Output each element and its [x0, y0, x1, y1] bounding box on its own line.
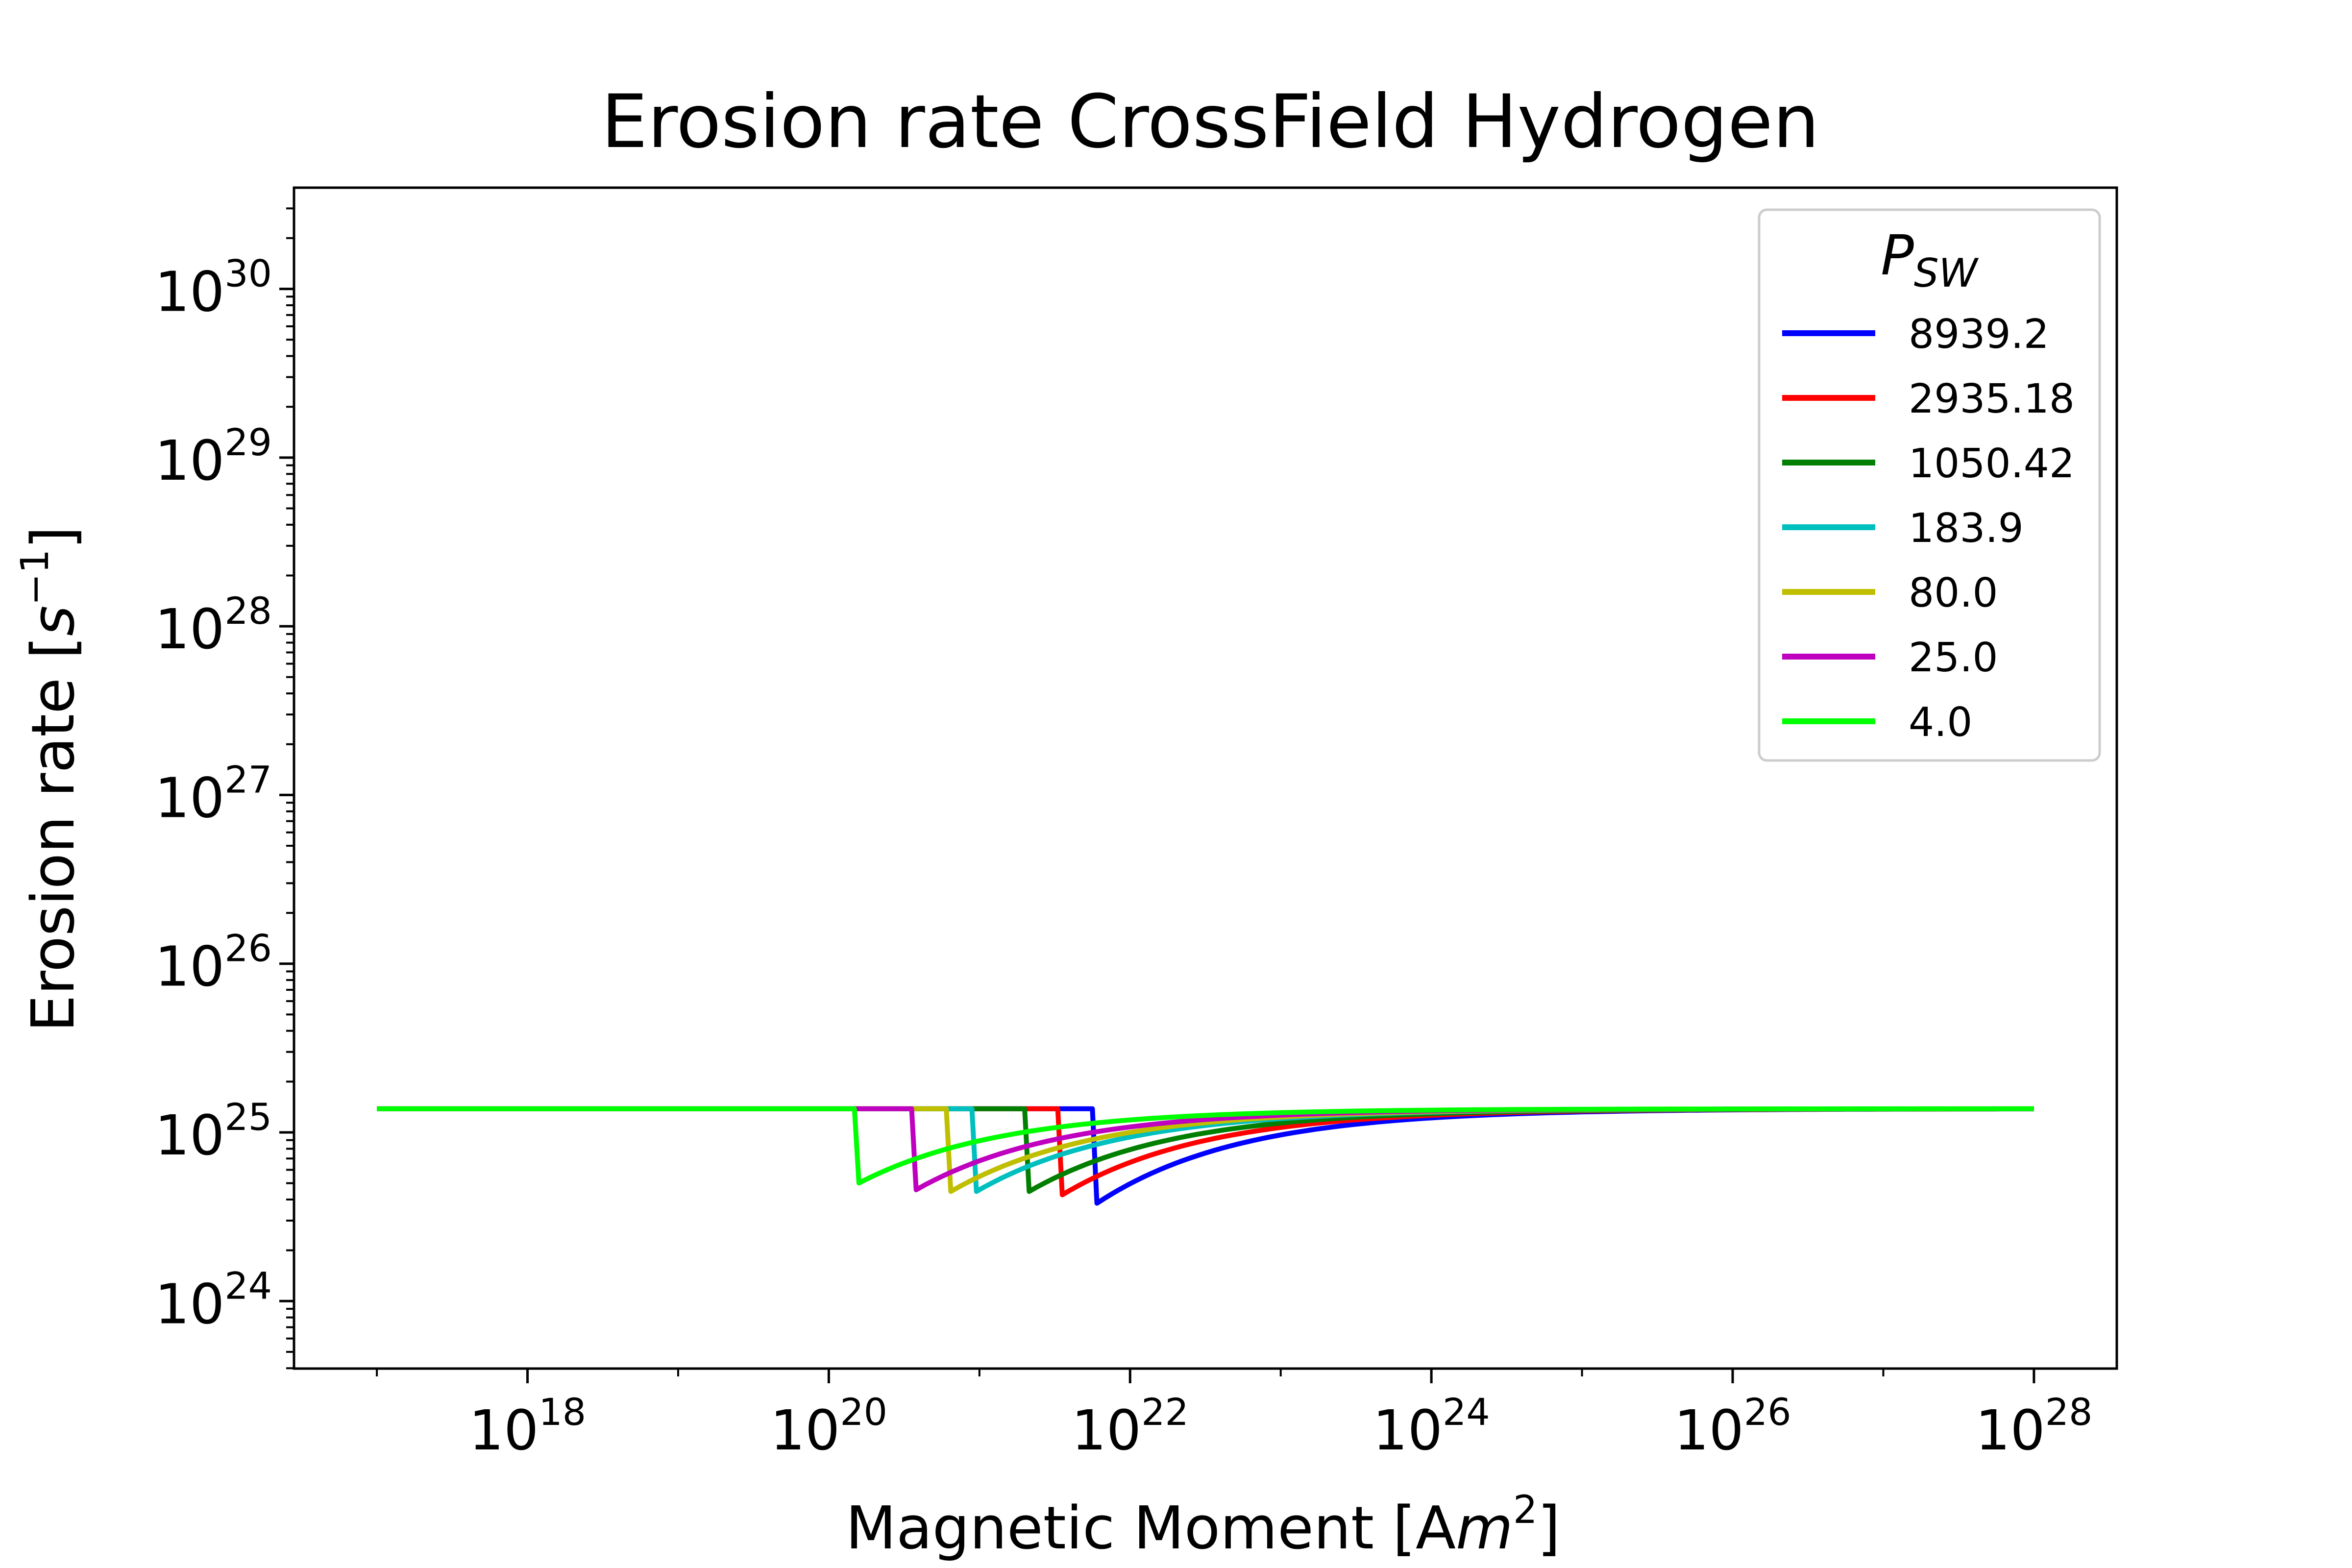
x-tick-label-exp: 28	[2045, 1390, 2093, 1434]
y-tick-label-base: 10	[155, 1104, 225, 1168]
y-tick-label: 1024	[155, 1264, 272, 1336]
legend-box	[1758, 208, 2101, 762]
legend-label: 2935.18	[1909, 376, 2075, 422]
y-tick-label-base: 10	[155, 935, 225, 999]
x-tick-label: 1018	[469, 1390, 586, 1463]
series-layer	[377, 1106, 2034, 1206]
y-tick-label-base: 10	[155, 1273, 225, 1336]
x-tick-label-base: 10	[1975, 1399, 2045, 1463]
legend-label: 80.0	[1909, 570, 1998, 616]
plot-frame	[293, 186, 2118, 1370]
y-tick-label: 1027	[155, 758, 272, 830]
x-tick-label: 1028	[1975, 1390, 2092, 1463]
y-axis-label-italic: s	[20, 606, 88, 637]
y-axis-label: Erosion rate [s−1]	[13, 526, 88, 1032]
legend-title-main: P	[1881, 224, 1914, 288]
x-tick-label: 1024	[1373, 1390, 1490, 1463]
legend-label: 183.9	[1909, 505, 2024, 552]
x-tick-label-exp: 20	[840, 1390, 887, 1434]
y-tick-label: 1025	[155, 1095, 272, 1168]
x-tick-label: 1022	[1072, 1390, 1189, 1463]
y-tick-label: 1030	[155, 252, 272, 324]
legend-label: 25.0	[1909, 635, 1998, 681]
legend-entries: 8939.2 2935.18 1050.42 183.9 80.0 25.0 4.0	[1782, 311, 2075, 746]
x-axis-ticks: 1018 1020 1022 1024 1026 1028	[376, 1369, 2093, 1463]
y-tick-label-base: 10	[155, 766, 225, 830]
y-tick-label-exp: 30	[224, 252, 272, 295]
y-tick-label-base: 10	[155, 598, 225, 662]
y-axis-label-close: ]	[20, 526, 88, 549]
x-tick-label: 1020	[770, 1390, 887, 1463]
x-tick-label-exp: 22	[1141, 1390, 1189, 1434]
legend-label: 1050.42	[1909, 441, 2075, 487]
y-tick-label-exp: 27	[224, 758, 272, 801]
x-tick-label-exp: 24	[1443, 1390, 1490, 1434]
y-tick-label-exp: 28	[224, 589, 272, 633]
y-tick-label-exp: 26	[224, 927, 272, 970]
legend-title: PSW	[1881, 224, 1979, 296]
x-axis-label-text: Magnetic Moment [A	[846, 1494, 1456, 1563]
series-line	[377, 1106, 2034, 1186]
x-tick-label-base: 10	[770, 1399, 840, 1463]
legend-label: 8939.2	[1909, 311, 2049, 358]
y-tick-label-base: 10	[155, 261, 225, 324]
x-tick-label-base: 10	[1072, 1399, 1142, 1463]
x-tick-label-base: 10	[469, 1399, 539, 1463]
y-tick-label: 1029	[155, 420, 272, 493]
y-tick-label-exp: 24	[224, 1264, 272, 1307]
x-tick-label-base: 10	[1373, 1399, 1443, 1463]
x-axis-label: Magnetic Moment [Am2]	[846, 1488, 1561, 1563]
x-axis-label-italic: m	[1456, 1494, 1513, 1563]
y-tick-label-base: 10	[155, 429, 225, 493]
x-tick-label-base: 10	[1674, 1399, 1744, 1463]
y-tick-label: 1026	[155, 927, 272, 999]
x-axis-label-close: ]	[1538, 1494, 1561, 1563]
y-axis-label-sup: −1	[13, 549, 57, 606]
y-axis-label-text: Erosion rate [	[20, 636, 88, 1032]
x-tick-label-exp: 18	[539, 1390, 586, 1434]
legend: PSW 8939.2 2935.18 1050.42 183.9 80.0 25.0 4.0	[1758, 208, 2101, 762]
legend-label: 4.0	[1909, 699, 1972, 746]
y-tick-label-exp: 29	[224, 420, 272, 464]
x-tick-label-exp: 26	[1744, 1390, 1791, 1434]
y-tick-label-exp: 25	[224, 1095, 272, 1139]
legend-title-sub: SW	[1914, 250, 1979, 296]
x-tick-label: 1026	[1674, 1390, 1791, 1463]
y-tick-label: 1028	[155, 589, 272, 662]
chart-title: Erosion rate CrossField Hydrogen	[601, 79, 1819, 165]
x-axis-label-sup: 2	[1513, 1488, 1538, 1532]
